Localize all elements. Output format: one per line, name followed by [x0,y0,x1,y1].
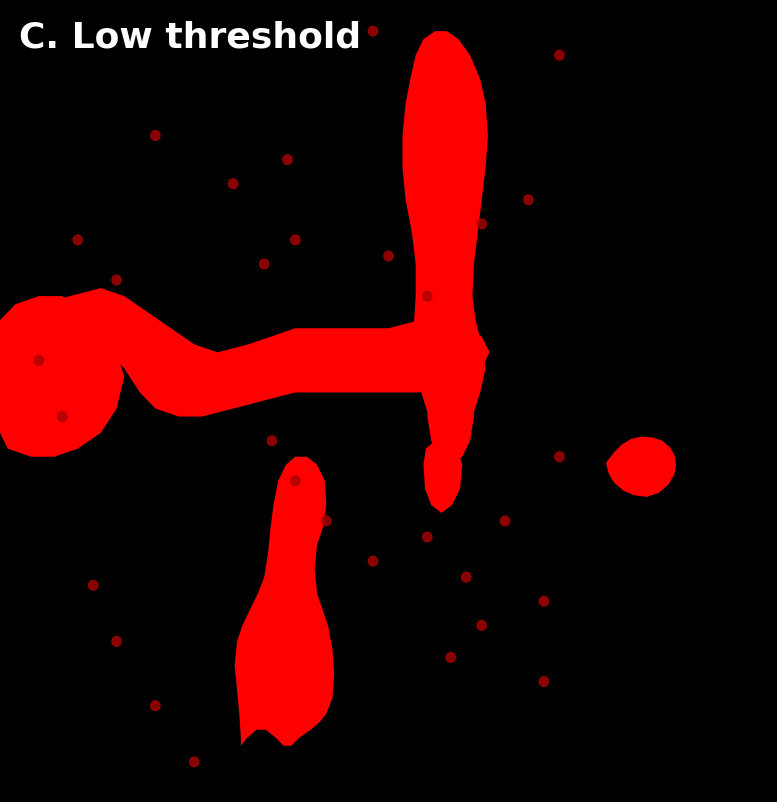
Circle shape [477,220,486,229]
Circle shape [539,597,549,606]
Circle shape [267,436,277,446]
Circle shape [260,260,269,269]
Circle shape [500,516,510,526]
Polygon shape [235,457,334,746]
Circle shape [446,653,455,662]
Circle shape [423,292,432,302]
Circle shape [151,132,160,141]
Circle shape [368,557,378,566]
Circle shape [423,533,432,542]
Polygon shape [0,297,124,457]
Circle shape [190,757,199,767]
Circle shape [57,412,67,422]
Circle shape [384,252,393,261]
Polygon shape [423,441,462,513]
Circle shape [34,356,44,366]
Circle shape [368,27,378,37]
Circle shape [112,637,121,646]
Circle shape [322,516,331,526]
Circle shape [151,701,160,711]
Polygon shape [606,437,676,497]
Circle shape [555,51,564,61]
Circle shape [112,276,121,286]
Polygon shape [427,369,474,465]
Circle shape [89,581,98,590]
Polygon shape [402,32,488,441]
Circle shape [291,476,300,486]
Circle shape [283,156,292,165]
Circle shape [539,677,549,687]
Polygon shape [0,289,490,417]
Circle shape [228,180,238,189]
Circle shape [524,196,533,205]
Circle shape [555,452,564,462]
Circle shape [291,236,300,245]
Text: C. Low threshold: C. Low threshold [19,20,361,54]
Circle shape [462,573,471,582]
Circle shape [73,236,82,245]
Circle shape [477,621,486,630]
